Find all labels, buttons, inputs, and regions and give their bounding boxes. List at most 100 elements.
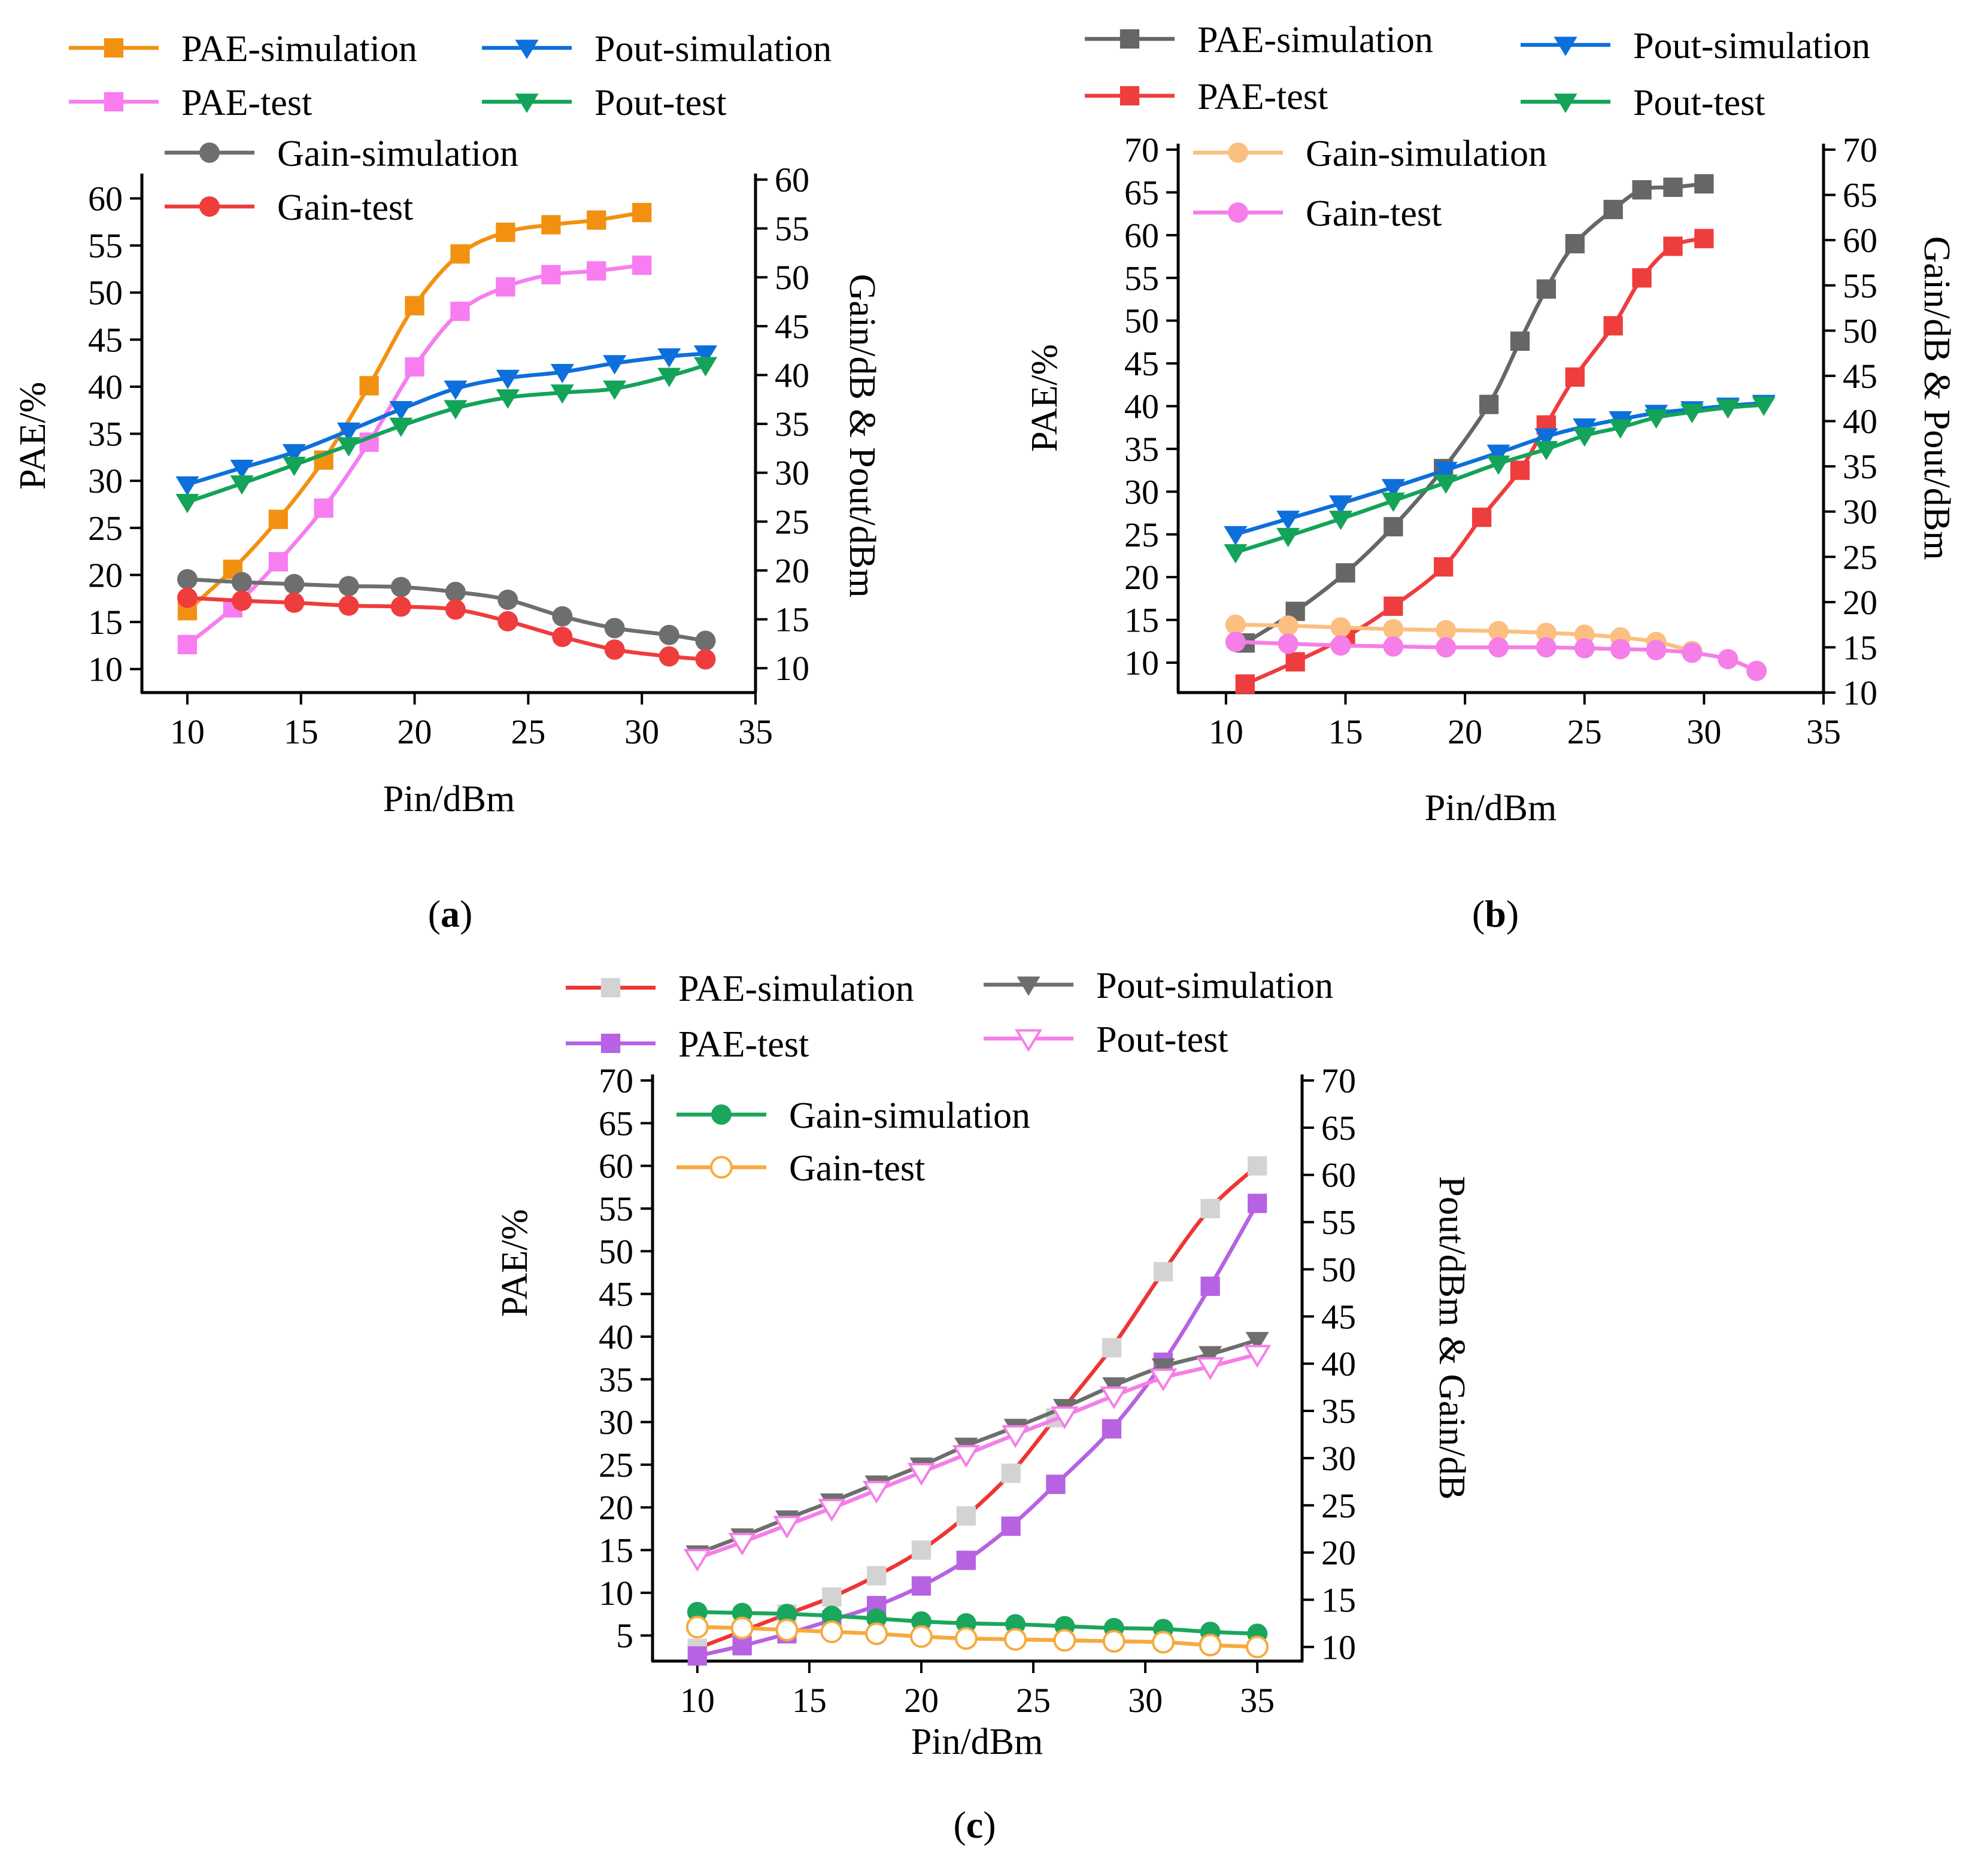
x-tick-label: 30: [624, 712, 659, 751]
series-pout-test: [1224, 396, 1776, 564]
data-point: [1235, 674, 1255, 694]
data-point: [907, 1462, 936, 1486]
y-right-tick-label: 55: [775, 210, 809, 248]
data-point: [695, 630, 716, 651]
y-left-tick-label: 65: [1124, 173, 1159, 212]
data-point: [1381, 492, 1405, 512]
data-point: [1610, 639, 1631, 660]
legend-item: PAE-test: [69, 83, 312, 123]
data-point: [338, 595, 359, 616]
y-axis-left-title: PAE/%: [494, 1209, 535, 1317]
data-point: [497, 589, 518, 610]
data-point: [1694, 174, 1714, 194]
legend-marker: [710, 1156, 733, 1179]
data-point: [1051, 1406, 1079, 1429]
y-right-tick-label: 30: [775, 454, 809, 493]
y-right-tick-label: 50: [1321, 1250, 1356, 1289]
y-left-tick-label: 50: [1124, 302, 1159, 341]
caption-close-paren: ): [983, 1804, 996, 1846]
x-axis-title: Pin/dBm: [1425, 788, 1557, 828]
legend-marker: [1228, 142, 1248, 163]
y-right-tick-label: 50: [1843, 311, 1877, 350]
data-point: [866, 1566, 887, 1586]
y-left-tick-label: 20: [1124, 558, 1159, 597]
y-left-tick-label: 55: [88, 226, 123, 265]
data-point: [389, 417, 413, 438]
data-point: [911, 1540, 932, 1560]
y-left-tick-label: 45: [599, 1275, 633, 1314]
series-pae-simulation: [1235, 174, 1714, 653]
y-right-tick-label: 60: [1843, 221, 1877, 260]
data-point: [1534, 428, 1558, 448]
y-left-tick-label: 35: [88, 415, 123, 454]
data-point: [445, 581, 466, 602]
data-point: [956, 1550, 976, 1570]
x-axis-title: Pin/dBm: [911, 1722, 1043, 1762]
data-point: [1694, 229, 1714, 248]
data-point: [1472, 508, 1492, 527]
data-point: [1536, 623, 1557, 643]
data-point: [603, 380, 627, 400]
y-right-tick-label: 25: [1321, 1486, 1356, 1525]
data-point: [1152, 1631, 1175, 1654]
legend-label: Gain-test: [277, 187, 413, 228]
data-point: [1245, 1332, 1269, 1352]
y-axis-left-title: PAE/%: [1024, 344, 1065, 452]
legend-marker: [199, 196, 220, 217]
data-point: [659, 624, 679, 645]
series-line: [695, 1164, 1260, 1650]
data-point: [541, 265, 561, 284]
data-point: [1224, 526, 1248, 546]
data-point: [1102, 1338, 1122, 1358]
legend-item: Gain-test: [1193, 193, 1442, 234]
data-point: [1752, 396, 1776, 416]
legend-item: Gain-simulation: [165, 133, 518, 174]
data-point: [1534, 441, 1558, 461]
legend-label: PAE-test: [1197, 77, 1328, 117]
x-tick-label: 25: [511, 712, 545, 751]
data-point: [1434, 474, 1458, 494]
data-point: [1200, 1198, 1220, 1219]
legend-item: Pout-simulation: [1521, 26, 1870, 66]
data-point: [1330, 617, 1351, 638]
legend-item: Gain-simulation: [1193, 133, 1547, 174]
data-point: [230, 459, 254, 479]
y-right-tick-label: 20: [1321, 1534, 1356, 1573]
legend-item: Gain-simulation: [676, 1095, 1030, 1136]
data-point: [1002, 1425, 1030, 1449]
y-left-tick-label: 15: [599, 1531, 633, 1570]
data-point: [863, 1480, 891, 1504]
y-axis-right-title: Gain/dB & Pout/dBm: [842, 274, 882, 598]
data-point: [1225, 614, 1246, 635]
legend-item: Pout-test: [984, 1019, 1228, 1060]
data-point: [1001, 1464, 1021, 1483]
series-pout-test: [683, 1344, 1272, 1572]
data-point: [336, 422, 361, 442]
y-left-tick-label: 30: [1124, 472, 1159, 511]
data-point: [683, 1549, 711, 1572]
data-point: [1102, 1629, 1125, 1653]
y-right-tick-label: 25: [1843, 538, 1877, 576]
data-point: [954, 1627, 978, 1650]
y-axis-right-title: Gain/dB & Pout/dBm: [1916, 236, 1957, 560]
y-left-tick-label: 35: [599, 1360, 633, 1399]
panel-a-chart: 10 15 20 25 30 351015202530354045505560101520…: [13, 29, 882, 935]
legend-label: Gain-simulation: [789, 1095, 1030, 1136]
data-point: [1149, 1368, 1178, 1392]
data-point: [1565, 367, 1585, 387]
data-point: [314, 498, 333, 518]
series-pout-test: [175, 357, 718, 514]
y-left-tick-label: 10: [1124, 643, 1159, 682]
data-point: [730, 1616, 754, 1640]
legend-label: PAE-simulation: [1197, 20, 1433, 60]
data-point: [1510, 331, 1530, 351]
legend-label: Gain-simulation: [1306, 133, 1547, 174]
data-point: [552, 626, 573, 647]
legend-marker: [199, 142, 220, 163]
data-point: [604, 618, 625, 639]
legend-marker: [1014, 1029, 1043, 1052]
y-left-tick-label: 55: [1124, 259, 1159, 298]
data-point: [552, 606, 573, 627]
data-point: [1609, 419, 1633, 439]
data-point: [693, 345, 718, 365]
